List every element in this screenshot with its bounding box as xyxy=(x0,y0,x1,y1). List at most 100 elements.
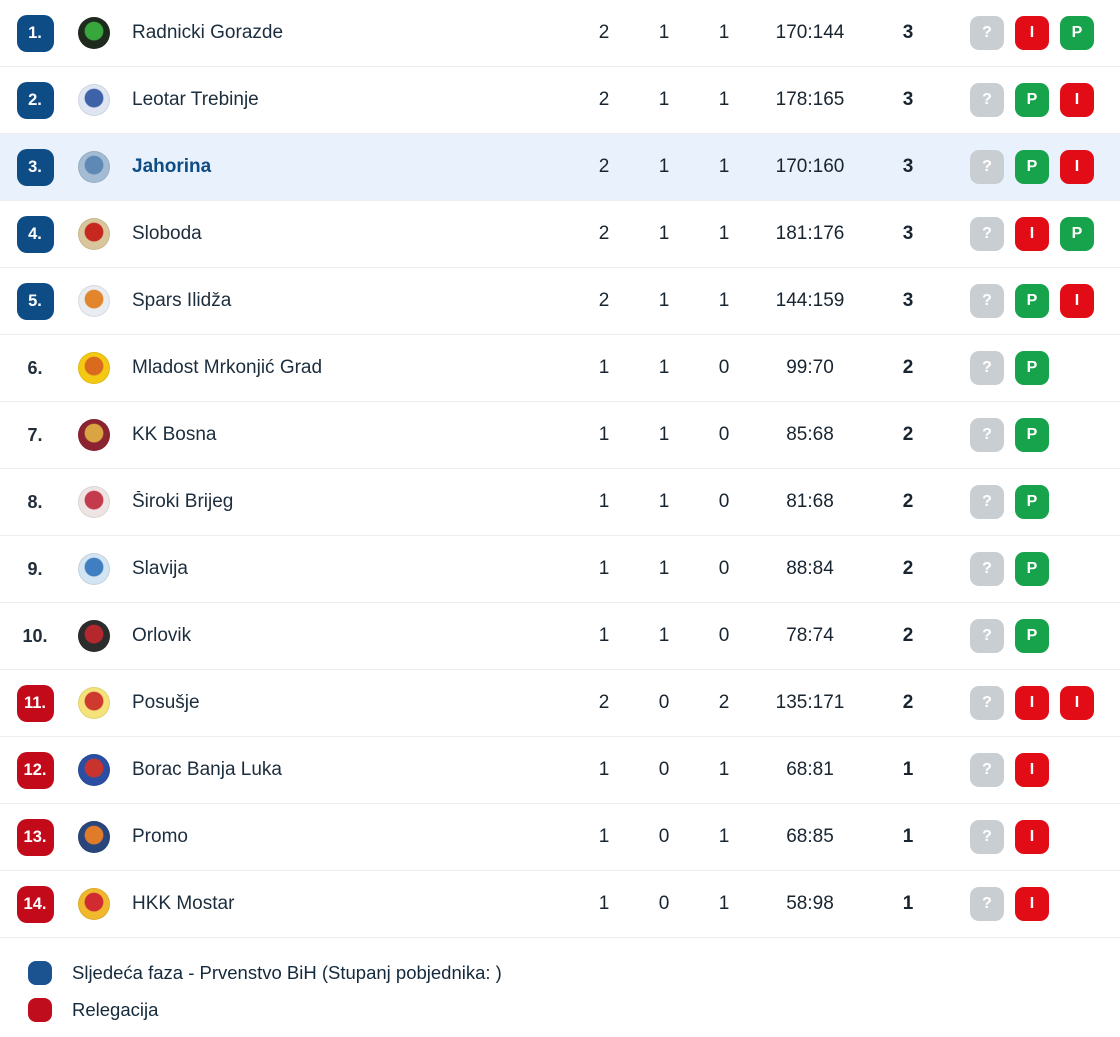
form-win-badge[interactable]: P xyxy=(1015,418,1049,452)
logo-cell xyxy=(70,687,118,719)
team-name[interactable]: KK Bosna xyxy=(132,424,217,445)
form-loss-badge[interactable]: I xyxy=(1015,753,1049,787)
form-unknown-badge[interactable]: ? xyxy=(970,820,1004,854)
team-name[interactable]: Slavija xyxy=(132,558,188,579)
score-ratio: 78:74 xyxy=(786,625,834,646)
team-name[interactable]: Sloboda xyxy=(132,223,202,244)
form-win-badge[interactable]: P xyxy=(1060,217,1094,251)
team-name[interactable]: Radnicki Gorazde xyxy=(132,22,284,43)
table-row[interactable]: 13. Promo 1 0 1 68:85 1 ? I xyxy=(0,804,1120,871)
rank-cell: 3. xyxy=(0,148,70,186)
form-unknown-badge[interactable]: ? xyxy=(970,686,1004,720)
games-lost: 0 xyxy=(718,491,730,512)
team-logo-icon xyxy=(78,486,110,518)
games-won: 0 xyxy=(658,759,670,780)
team-name[interactable]: HKK Mostar xyxy=(132,893,235,914)
form-loss-badge[interactable]: I xyxy=(1015,887,1049,921)
legend-label: Sljedeća faza - Prvenstvo BiH (Stupanj p… xyxy=(72,962,502,983)
points: 2 xyxy=(902,558,914,579)
score-ratio: 144:159 xyxy=(775,290,845,311)
rank-badge: 9. xyxy=(27,558,43,579)
form-unknown-badge[interactable]: ? xyxy=(970,16,1004,50)
form-unknown-badge[interactable]: ? xyxy=(970,619,1004,653)
team-logo-icon xyxy=(78,352,110,384)
games-played: 1 xyxy=(598,759,610,780)
table-row[interactable]: 14. HKK Mostar 1 0 1 58:98 1 ? I xyxy=(0,871,1120,938)
team-name[interactable]: Mladost Mrkonjić Grad xyxy=(132,357,323,378)
form-loss-badge[interactable]: I xyxy=(1015,217,1049,251)
table-row[interactable]: 11. Posušje 2 0 2 135:171 2 ? I I xyxy=(0,670,1120,737)
games-lost: 1 xyxy=(718,759,730,780)
form-unknown-badge[interactable]: ? xyxy=(970,351,1004,385)
table-row[interactable]: 8. Široki Brijeg 1 1 0 81:68 2 ? P xyxy=(0,469,1120,536)
form-unknown-badge[interactable]: ? xyxy=(970,887,1004,921)
form-loss-badge[interactable]: I xyxy=(1060,83,1094,117)
form-unknown-badge[interactable]: ? xyxy=(970,418,1004,452)
rank-cell: 12. xyxy=(0,751,70,789)
form-win-badge[interactable]: P xyxy=(1015,485,1049,519)
rank-badge: 11. xyxy=(16,684,54,722)
rank-badge: 12. xyxy=(16,751,54,789)
rank-badge: 13. xyxy=(16,818,54,856)
form-unknown-badge[interactable]: ? xyxy=(970,284,1004,318)
form-unknown-badge[interactable]: ? xyxy=(970,753,1004,787)
rank-cell: 7. xyxy=(0,425,70,446)
games-lost: 2 xyxy=(718,692,730,713)
form-loss-badge[interactable]: I xyxy=(1015,686,1049,720)
form-unknown-badge[interactable]: ? xyxy=(970,83,1004,117)
points: 2 xyxy=(902,424,914,445)
rank-cell: 9. xyxy=(0,559,70,580)
form-unknown-badge[interactable]: ? xyxy=(970,150,1004,184)
table-row[interactable]: 6. Mladost Mrkonjić Grad 1 1 0 99:70 2 ?… xyxy=(0,335,1120,402)
team-name[interactable]: Široki Brijeg xyxy=(132,491,234,512)
form-unknown-badge[interactable]: ? xyxy=(970,485,1004,519)
team-name[interactable]: Posušje xyxy=(132,692,200,713)
team-name[interactable]: Jahorina xyxy=(132,156,212,177)
team-name[interactable]: Leotar Trebinje xyxy=(132,89,259,110)
form-win-badge[interactable]: P xyxy=(1015,351,1049,385)
table-row[interactable]: 4. Sloboda 2 1 1 181:176 3 ? I P xyxy=(0,201,1120,268)
form-win-badge[interactable]: P xyxy=(1015,284,1049,318)
form-unknown-badge[interactable]: ? xyxy=(970,217,1004,251)
team-name[interactable]: Orlovik xyxy=(132,625,192,646)
form-badges: ? P I xyxy=(950,284,1120,318)
games-lost: 1 xyxy=(718,223,730,244)
form-badges: ? I xyxy=(950,753,1120,787)
form-loss-badge[interactable]: I xyxy=(1015,820,1049,854)
team-name[interactable]: Spars Ilidža xyxy=(132,290,232,311)
table-row[interactable]: 3. Jahorina 2 1 1 170:160 3 ? P I xyxy=(0,134,1120,201)
form-loss-badge[interactable]: I xyxy=(1060,150,1094,184)
legend-row-next-phase: Sljedeća faza - Prvenstvo BiH (Stupanj p… xyxy=(28,961,1120,985)
table-row[interactable]: 5. Spars Ilidža 2 1 1 144:159 3 ? P I xyxy=(0,268,1120,335)
form-win-badge[interactable]: P xyxy=(1015,83,1049,117)
form-win-badge[interactable]: P xyxy=(1015,552,1049,586)
form-badges: ? P xyxy=(950,552,1120,586)
team-logo-icon xyxy=(78,151,110,183)
form-loss-badge[interactable]: I xyxy=(1060,284,1094,318)
form-badges: ? I P xyxy=(950,16,1120,50)
table-row[interactable]: 10. Orlovik 1 1 0 78:74 2 ? P xyxy=(0,603,1120,670)
games-lost: 1 xyxy=(718,826,730,847)
form-badges: ? I xyxy=(950,887,1120,921)
points: 2 xyxy=(902,692,914,713)
form-win-badge[interactable]: P xyxy=(1015,150,1049,184)
table-row[interactable]: 7. KK Bosna 1 1 0 85:68 2 ? P xyxy=(0,402,1120,469)
games-lost: 0 xyxy=(718,558,730,579)
table-row[interactable]: 12. Borac Banja Luka 1 0 1 68:81 1 ? I xyxy=(0,737,1120,804)
form-loss-badge[interactable]: I xyxy=(1060,686,1094,720)
form-win-badge[interactable]: P xyxy=(1060,16,1094,50)
table-row[interactable]: 1. Radnicki Gorazde 2 1 1 170:144 3 ? I P xyxy=(0,0,1120,67)
table-row[interactable]: 2. Leotar Trebinje 2 1 1 178:165 3 ? P I xyxy=(0,67,1120,134)
games-played: 1 xyxy=(598,357,610,378)
form-badges: ? I xyxy=(950,820,1120,854)
table-row[interactable]: 9. Slavija 1 1 0 88:84 2 ? P xyxy=(0,536,1120,603)
form-badges: ? P xyxy=(950,418,1120,452)
team-name[interactable]: Borac Banja Luka xyxy=(132,759,282,780)
team-logo-icon xyxy=(78,419,110,451)
team-name[interactable]: Promo xyxy=(132,826,188,847)
form-unknown-badge[interactable]: ? xyxy=(970,552,1004,586)
form-win-badge[interactable]: P xyxy=(1015,619,1049,653)
games-played: 1 xyxy=(598,558,610,579)
points: 2 xyxy=(902,625,914,646)
form-loss-badge[interactable]: I xyxy=(1015,16,1049,50)
